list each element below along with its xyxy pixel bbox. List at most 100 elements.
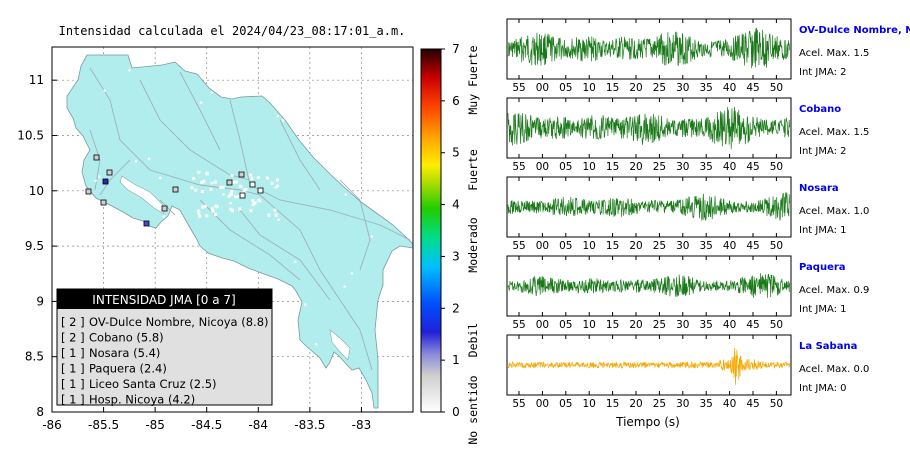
map-station-dot: [198, 214, 202, 218]
waveform-tick-label: 30: [676, 82, 689, 94]
waveform-tick-label: 25: [653, 161, 666, 173]
map-station-dot: [314, 343, 318, 346]
colorbar-tick-label: 3: [452, 249, 460, 263]
map-station-dot: [214, 204, 218, 208]
waveform-tick-label: 40: [723, 398, 736, 410]
waveform-tick-label: 15: [606, 82, 619, 94]
colorbar-level-label: Muy Fuerte: [466, 45, 480, 114]
station-marker-int1: [238, 171, 245, 178]
waveform-tick-label: 45: [746, 240, 759, 252]
map-station-dot: [276, 114, 279, 118]
waveform-trace: [507, 106, 790, 150]
map-xtick-label: -85: [145, 418, 165, 432]
waveform-tick-label: 45: [746, 398, 759, 410]
colorbar-tick-label: 2: [452, 301, 460, 315]
waveform-tick-label: 50: [770, 161, 783, 173]
map-station-dot: [273, 208, 277, 212]
map-station-dot: [293, 260, 297, 264]
waveform-station-name: OV-Dulce Nombre, Nicoya: [799, 25, 910, 36]
map-station-dot: [315, 109, 319, 113]
map-station-dot: [197, 170, 201, 174]
colorbar-labels: No sentido Debil Moderado Fuerte Muy Fuerte: [466, 45, 480, 444]
colorbar-gradient: [420, 48, 442, 413]
station-marker-int0: [239, 192, 246, 199]
map-station-dot: [213, 180, 217, 184]
map-station-dot: [239, 184, 243, 188]
waveform-tick-label: 55: [512, 82, 525, 94]
map-station-dot: [103, 89, 107, 92]
map-station-dot: [274, 186, 277, 189]
waveform-panels: 55 00 05 10 15 20 25 30 35 40 45 50 OV-Dulce Nombre,…: [506, 18, 910, 410]
map-station-dot: [249, 209, 253, 213]
waveform-tick-label: 35: [700, 161, 713, 173]
map-station-dot: [147, 157, 151, 161]
waveform-tick-label: 00: [536, 161, 549, 173]
map-station-dot: [303, 303, 307, 307]
map-station-dot: [162, 215, 166, 218]
map-station-dot: [227, 279, 231, 283]
map-station-dot: [350, 272, 354, 275]
map-station-dot: [274, 213, 278, 217]
waveform-tick-label: 15: [606, 319, 619, 331]
waveform-int-jma: Int JMA: 1: [799, 304, 847, 315]
waveform-station-name: Cobano: [799, 104, 841, 115]
map-station-dot: [244, 188, 248, 192]
waveform-tick-label: 55: [512, 319, 525, 331]
legend-level: [ 1 ]: [61, 393, 85, 407]
map-station-dot: [281, 119, 285, 122]
map-ytick-label: 9: [36, 294, 44, 308]
legend-station-label: Cobano (5.8): [89, 331, 164, 345]
map-xtick-label: -83.5: [294, 418, 325, 432]
waveform-tick-label: 25: [653, 398, 666, 410]
map-station-dot: [222, 193, 225, 196]
waveform-tick-label: 45: [746, 161, 759, 173]
waveform-tick-label: 05: [559, 82, 572, 94]
costa-rica-landmass: [66, 54, 413, 409]
waveform-tick-label: 55: [512, 161, 525, 173]
map-station-dot: [229, 207, 233, 211]
map-station-dot: [219, 186, 223, 190]
waveform-tick-label: 00: [536, 398, 549, 410]
map-station-dot: [270, 181, 274, 185]
waveform-tick-label: 10: [583, 82, 596, 94]
waveform-tick-label: 50: [770, 319, 783, 331]
waveform-tick-label: 15: [606, 161, 619, 173]
station-marker-int2: [143, 220, 150, 227]
waveform-trace: [507, 27, 790, 69]
colorbar-tick-label: 0: [452, 405, 460, 419]
map-station-dot: [229, 201, 232, 205]
map-station-dot: [257, 198, 261, 202]
map-station-dot: [128, 68, 131, 72]
waveform-tick-label: 30: [676, 319, 689, 331]
legend-header: [57, 289, 272, 309]
legend-station-label: Hosp. Nicoya (4.2): [89, 393, 195, 407]
waveform-tick-label: 10: [583, 240, 596, 252]
map-station-dot: [159, 176, 162, 180]
map-station-dot: [229, 192, 233, 196]
waveform-tick-label: 25: [653, 240, 666, 252]
map-station-dot: [256, 175, 260, 179]
map-station-dot: [205, 214, 209, 218]
map-station-dot: [249, 173, 253, 177]
waveform-station-name: Paquera: [799, 262, 846, 273]
waveform-acel-max: Acel. Max. 1.0: [799, 206, 869, 217]
map-xtick-label: -84: [248, 418, 268, 432]
roads: [89, 67, 411, 371]
waveform-tick-label: 05: [559, 398, 572, 410]
map-station-dot: [192, 176, 196, 180]
waveform-station-name: La Sabana: [799, 341, 857, 352]
map-station-dot: [214, 213, 218, 217]
map-station-dot: [370, 235, 374, 238]
station-markers: [85, 154, 264, 227]
map-station-dot: [267, 213, 271, 217]
waveform-tick-label: 15: [606, 398, 619, 410]
station-marker-int1: [226, 179, 233, 186]
map-station-dot: [205, 171, 209, 175]
waveform-tick-label: 35: [700, 240, 713, 252]
map-station-dot: [230, 174, 234, 178]
nicoya-gulf: [119, 175, 165, 215]
station-marker-int2: [102, 178, 109, 185]
waveform-tick-label: 00: [536, 82, 549, 94]
waveform-trace: [507, 273, 790, 298]
